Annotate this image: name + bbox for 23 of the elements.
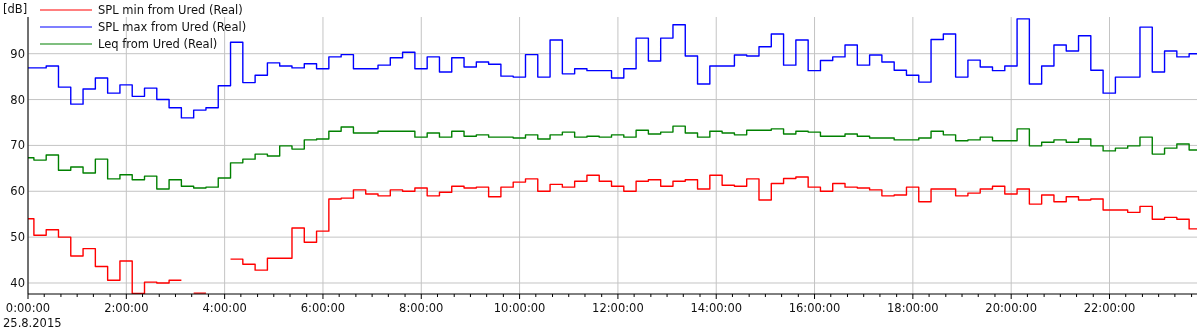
x-tick-label: 0:00:00 (5, 301, 51, 315)
x-tick-label: 8:00:00 (399, 301, 444, 315)
x-tick-label: 4:00:00 (202, 301, 247, 315)
legend-label: SPL min from Ured (Real) (98, 3, 243, 17)
y-tick-label: 60 (10, 184, 25, 199)
y-axis-title: [dB] (3, 2, 28, 16)
x-tick-label: 22:00:00 (1083, 301, 1136, 315)
y-tick-label: 40 (10, 275, 25, 290)
y-tick-label: 90 (10, 46, 25, 61)
y-tick-label: 50 (10, 230, 25, 245)
x-tick-label: 6:00:00 (300, 301, 346, 315)
x-tick-label: 2:00:00 (104, 301, 149, 315)
x-tick-label: 18:00:00 (887, 301, 939, 315)
x-tick-label: 16:00:00 (788, 301, 841, 315)
x-tick-label: 20:00:00 (985, 301, 1038, 315)
y-tick-label: 70 (10, 138, 25, 153)
y-tick-label: 80 (10, 92, 25, 107)
legend-label: SPL max from Ured (Real) (98, 20, 247, 34)
x-tick-label: 12:00:00 (592, 301, 644, 315)
x-tick-label: 14:00:00 (690, 301, 743, 315)
text: 25.8.2015 (3, 316, 62, 330)
x-tick-label: 10:00:00 (493, 301, 546, 315)
legend-label: Leq from Ured (Real) (98, 37, 218, 51)
